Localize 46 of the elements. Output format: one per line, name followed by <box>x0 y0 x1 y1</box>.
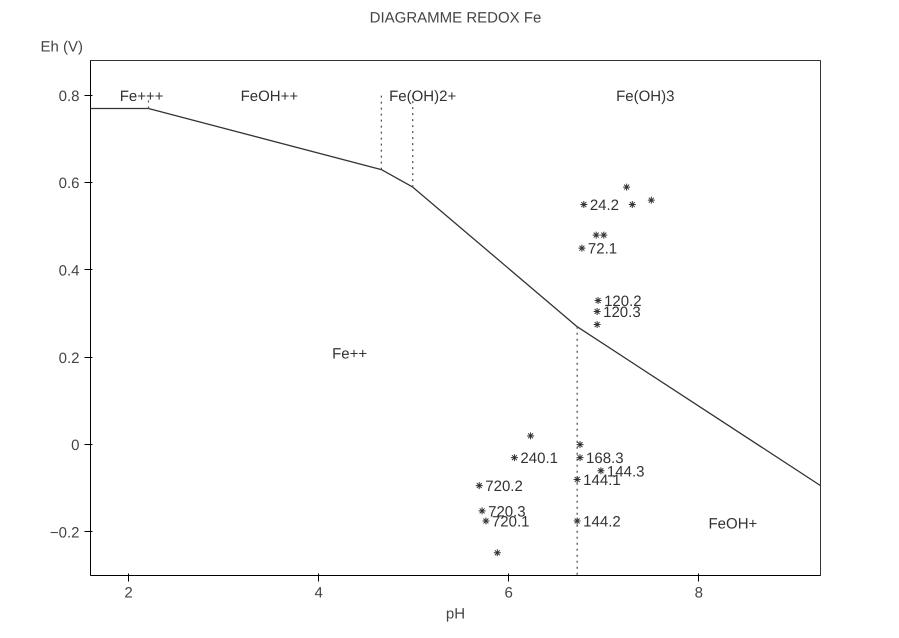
point <box>573 475 582 484</box>
x-tick-label: 8 <box>694 584 704 602</box>
point <box>576 440 584 449</box>
point <box>478 506 486 515</box>
x-tick-label: 2 <box>124 584 133 602</box>
y-tick-label: 0.6 <box>58 175 80 192</box>
point <box>596 466 605 475</box>
point <box>578 244 586 252</box>
annotation: Fe+++ <box>120 88 164 106</box>
annotation: 72.1 <box>588 240 618 258</box>
point <box>510 454 518 462</box>
point <box>600 231 608 240</box>
annotation: 240.1 <box>520 450 558 468</box>
point <box>592 231 600 240</box>
point <box>526 432 535 440</box>
point <box>576 454 584 462</box>
point <box>594 296 602 305</box>
x-axis-title: pH <box>446 606 466 622</box>
point <box>493 548 502 557</box>
y-tick-label: 0.8 <box>58 88 80 105</box>
y-tick-label: 0 <box>71 437 80 454</box>
point <box>622 183 631 192</box>
point <box>647 196 656 204</box>
y-tick-label: 0.2 <box>58 350 80 367</box>
annotation: FeOH++ <box>240 88 298 106</box>
annotation: Fe++ <box>332 346 368 363</box>
point <box>475 482 484 490</box>
point <box>580 200 588 209</box>
y-tick-label: 0.4 <box>58 262 80 280</box>
chart-title: DIAGRAMME REDOX Fe <box>370 10 542 26</box>
y-axis-title: Eh (V) <box>40 38 84 56</box>
annotation: 720.2 <box>485 478 523 496</box>
point <box>573 516 582 525</box>
y-tick-label: −0.2 <box>50 524 80 542</box>
annotation: 24.2 <box>590 197 620 214</box>
point <box>628 200 636 209</box>
x-tick-label: 4 <box>314 584 323 602</box>
point <box>482 516 490 525</box>
annotation: 144.2 <box>583 513 621 530</box>
annotation: 168.3 <box>586 450 624 468</box>
point <box>593 307 602 316</box>
point <box>593 320 602 329</box>
x-tick-label: 6 <box>504 584 513 602</box>
annotation: FeOH+ <box>708 516 758 532</box>
annotation: Fe(OH)3 <box>616 88 674 106</box>
annotation: Fe(OH)2+ <box>389 88 456 106</box>
